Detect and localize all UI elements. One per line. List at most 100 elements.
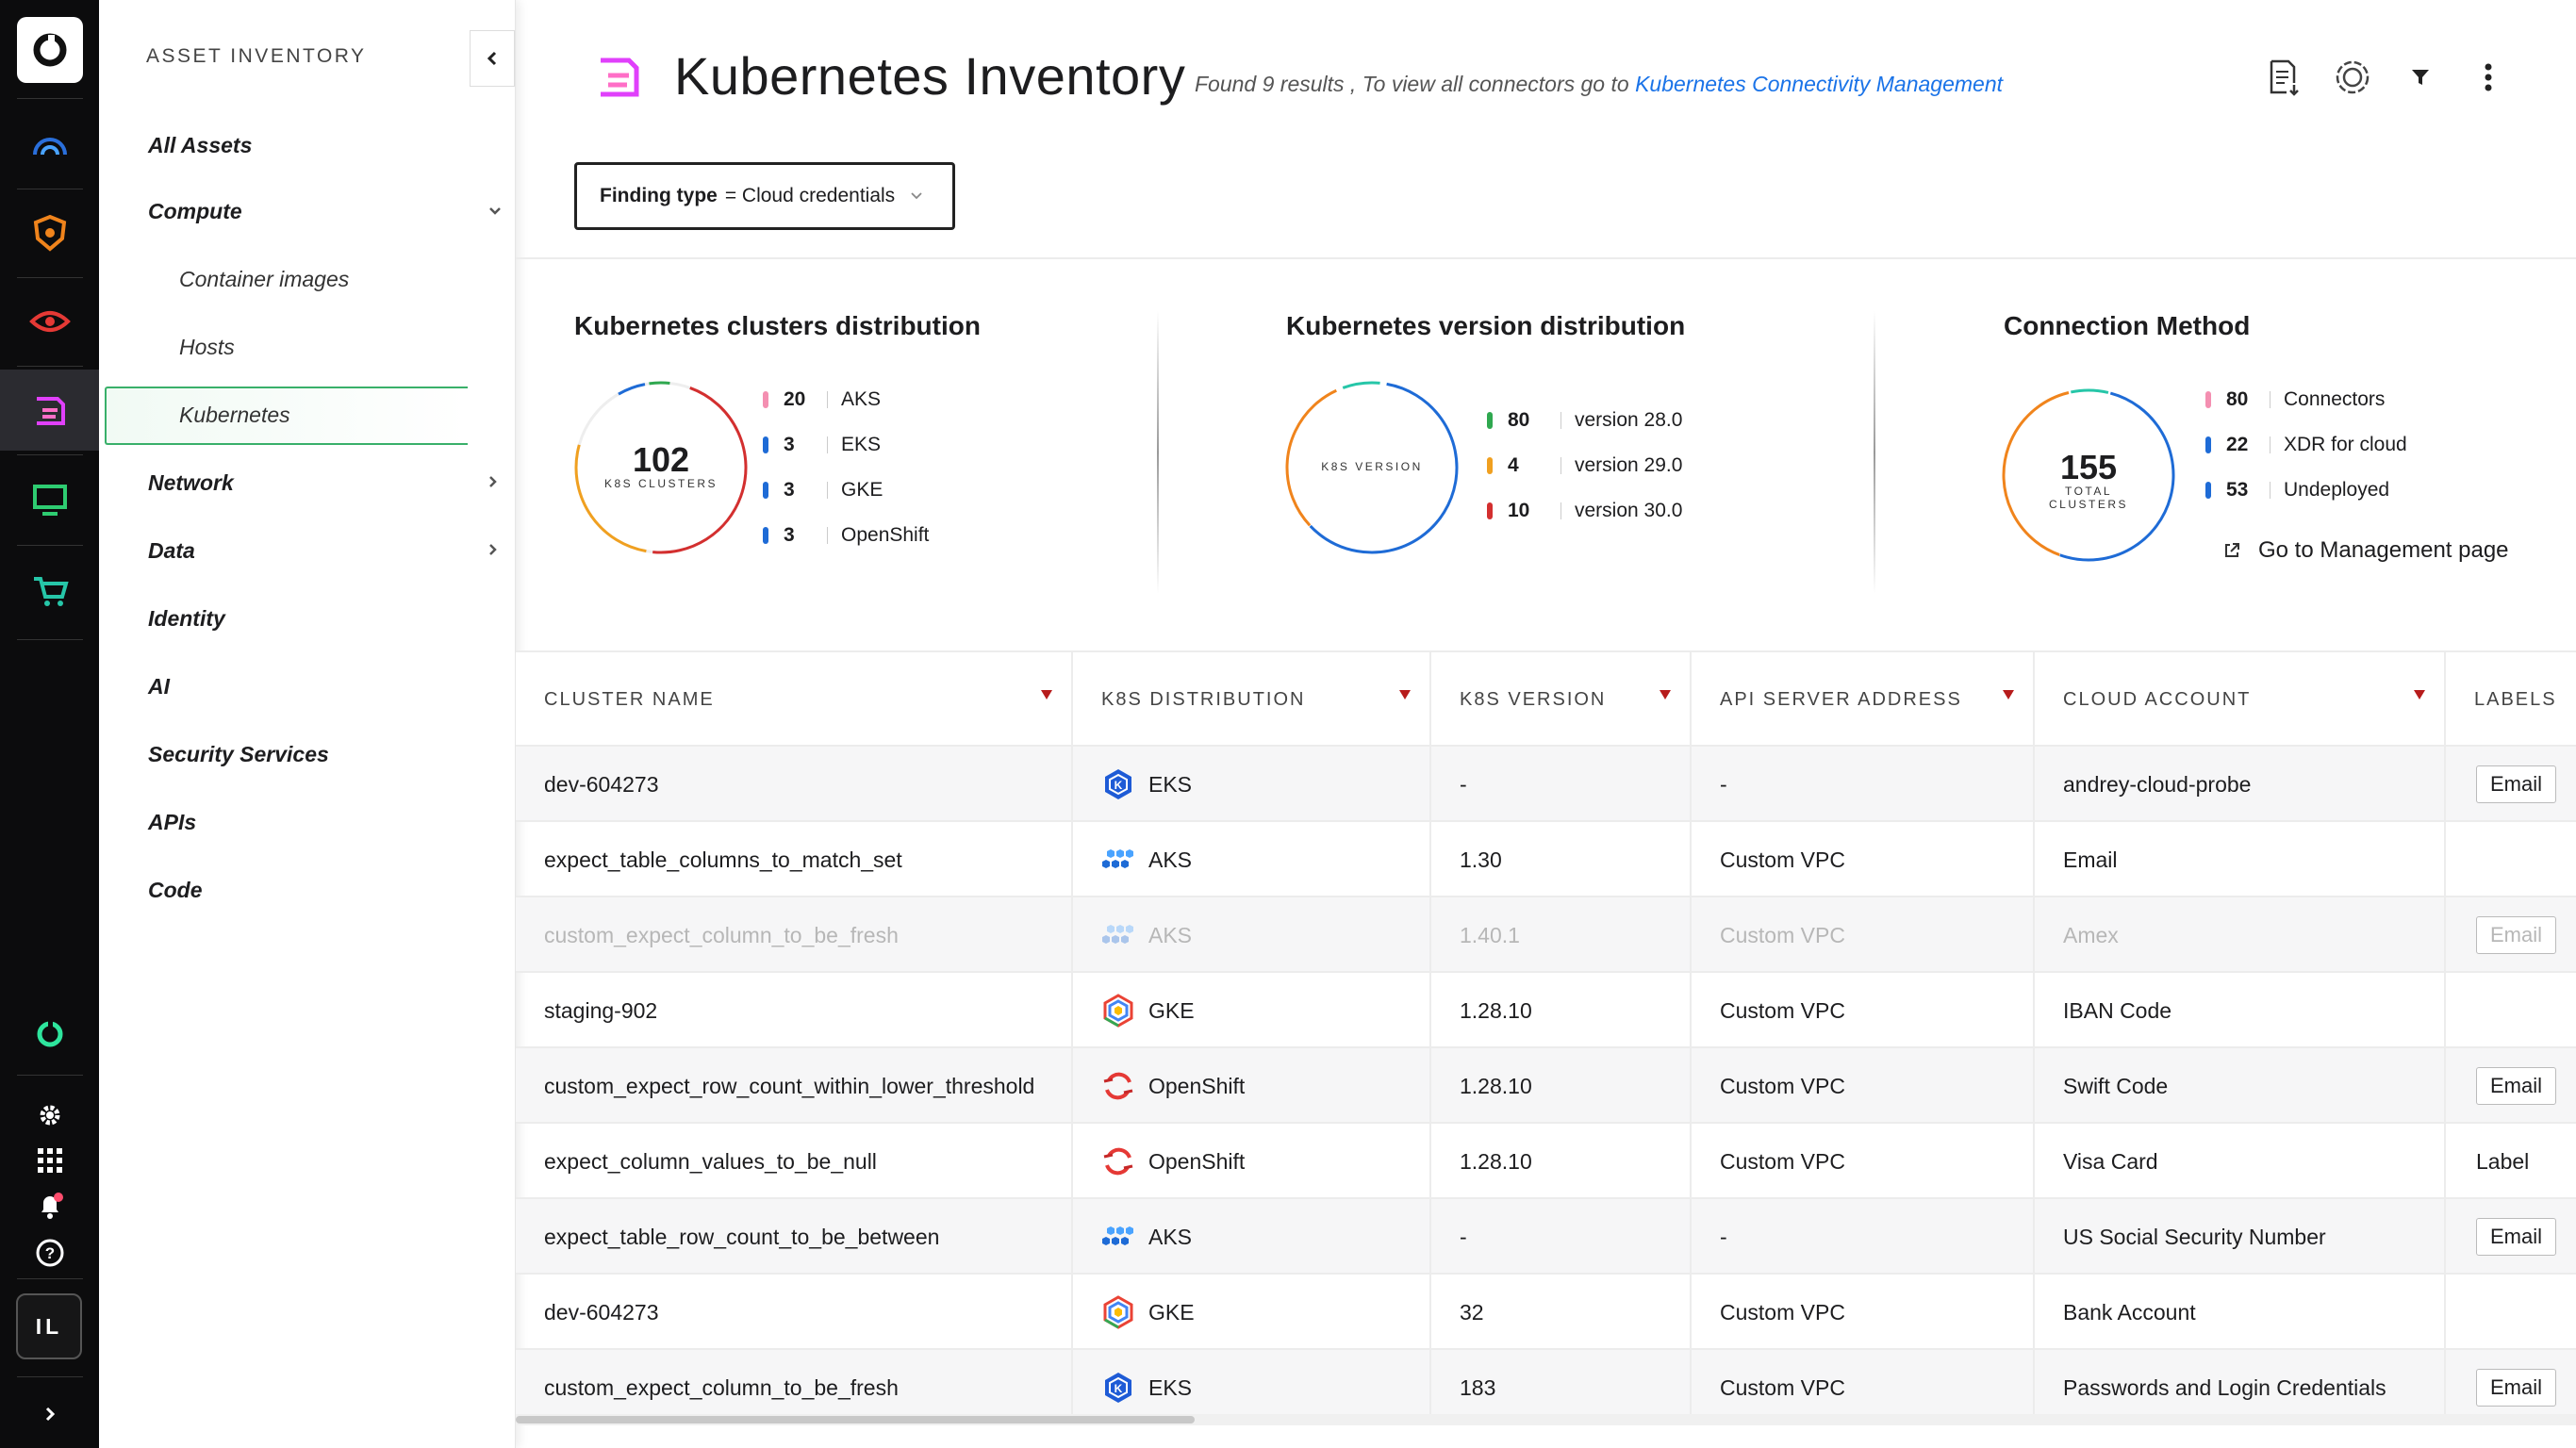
nav-item-data[interactable]: Data bbox=[148, 538, 195, 563]
table-row[interactable]: custom_expect_column_to_be_fresh K EKS 183 C… bbox=[516, 1350, 2576, 1425]
filter-field: Finding type bbox=[600, 185, 718, 206]
cloud-account: Bank Account bbox=[2063, 1299, 2196, 1325]
table-row[interactable]: custom_expect_column_to_be_fresh AKS 1.40.… bbox=[516, 897, 2576, 973]
chevron-right-icon[interactable] bbox=[487, 474, 499, 489]
cell-labels: Email bbox=[2446, 1199, 2576, 1275]
column-header-cloud-account[interactable]: CLOUD ACCOUNT bbox=[2035, 652, 2446, 747]
horizontal-scrollbar[interactable] bbox=[516, 1414, 2576, 1425]
legend-label: AKS bbox=[841, 388, 882, 410]
collapse-panel-button[interactable] bbox=[470, 30, 515, 87]
go-to-management-link[interactable]: Go to Management page bbox=[2222, 537, 2509, 564]
scrollbar-thumb[interactable] bbox=[516, 1416, 1195, 1423]
cell-api-server-address: Custom VPC bbox=[1692, 822, 2035, 897]
nav-item-all-assets[interactable]: All Assets bbox=[148, 133, 253, 157]
sort-icon[interactable] bbox=[1399, 690, 1411, 699]
k8s-version: 1.28.10 bbox=[1460, 1148, 1532, 1174]
distribution-name: AKS bbox=[1148, 922, 1193, 947]
dashboard-icon[interactable] bbox=[0, 111, 99, 177]
cart-icon[interactable] bbox=[0, 558, 99, 624]
nav-item-apis[interactable]: APIs bbox=[148, 810, 197, 834]
nav-item-hosts[interactable]: Hosts bbox=[179, 335, 235, 359]
more-options-button[interactable] bbox=[2468, 57, 2509, 98]
sort-icon[interactable] bbox=[1041, 690, 1052, 699]
cluster-name[interactable]: dev-604273 bbox=[544, 1299, 659, 1325]
distribution-name: EKS bbox=[1148, 771, 1193, 797]
header-divider bbox=[516, 257, 2576, 259]
nav-item-identity[interactable]: Identity bbox=[148, 606, 225, 631]
cluster-name[interactable]: expect_table_columns_to_match_set bbox=[544, 847, 902, 872]
table-row[interactable]: dev-604273 GKE 32 Custom VPC Bank Account bbox=[516, 1275, 2576, 1350]
cell-k8s-distribution: GKE bbox=[1073, 973, 1431, 1048]
monitor-icon[interactable] bbox=[0, 468, 99, 534]
sort-icon[interactable] bbox=[1660, 690, 1671, 699]
export-button[interactable] bbox=[2264, 57, 2305, 98]
cluster-name[interactable]: expect_table_row_count_to_be_between bbox=[544, 1224, 940, 1249]
cell-cluster-name: custom_expect_row_count_within_lower_thr… bbox=[516, 1048, 1073, 1124]
filter-button[interactable] bbox=[2400, 57, 2441, 98]
cluster-name[interactable]: custom_expect_column_to_be_fresh bbox=[544, 922, 899, 947]
nav-item-compute[interactable]: Compute bbox=[148, 199, 242, 223]
cloud-account: Visa Card bbox=[2063, 1148, 2158, 1174]
cluster-name[interactable]: staging-902 bbox=[544, 997, 658, 1023]
cluster-name[interactable]: custom_expect_column_to_be_fresh bbox=[544, 1374, 899, 1400]
cluster-name[interactable]: custom_expect_row_count_within_lower_thr… bbox=[544, 1073, 1035, 1098]
status-icon[interactable] bbox=[0, 1001, 99, 1067]
cluster-name[interactable]: dev-604273 bbox=[544, 771, 659, 797]
label-chip[interactable]: Email bbox=[2476, 916, 2557, 954]
nav-item-container-images[interactable]: Container images bbox=[179, 267, 350, 291]
legend-value: 53 bbox=[2226, 479, 2249, 501]
label-chip[interactable]: Email bbox=[2476, 765, 2557, 803]
column-header-k8s-version[interactable]: K8S VERSION bbox=[1431, 652, 1692, 747]
apps-grid-icon[interactable] bbox=[0, 1127, 99, 1193]
connectivity-management-link[interactable]: Kubernetes Connectivity Management bbox=[1635, 72, 2004, 96]
nav-item-network[interactable]: Network bbox=[148, 470, 234, 495]
label-chip[interactable]: Email bbox=[2476, 1218, 2557, 1256]
nav-item-ai[interactable]: AI bbox=[148, 674, 170, 699]
user-avatar[interactable]: IL bbox=[16, 1293, 82, 1359]
table-row[interactable]: custom_expect_row_count_within_lower_thr… bbox=[516, 1048, 2576, 1124]
label-text: Label bbox=[2476, 1148, 2530, 1174]
chevron-down-icon[interactable] bbox=[487, 206, 503, 217]
cell-labels bbox=[2446, 1275, 2576, 1350]
table-row[interactable]: staging-902 GKE 1.28.10 Custom VPC IBAN Code bbox=[516, 973, 2576, 1048]
finding-type-filter[interactable]: Finding type = Cloud credentials bbox=[574, 162, 955, 230]
cell-k8s-distribution: OpenShift bbox=[1073, 1048, 1431, 1124]
distribution-name: AKS bbox=[1148, 847, 1193, 872]
cell-api-server-address: Custom VPC bbox=[1692, 1048, 2035, 1124]
table-row[interactable]: dev-604273 K EKS - - andrey-cloud-probe Email bbox=[516, 747, 2576, 822]
shield-icon[interactable] bbox=[0, 200, 99, 266]
cluster-name[interactable]: expect_column_values_to_be_null bbox=[544, 1148, 877, 1174]
nav-item-code[interactable]: Code bbox=[148, 878, 203, 902]
settings-icon[interactable] bbox=[0, 1082, 99, 1148]
eye-icon[interactable] bbox=[0, 288, 99, 354]
label-chip[interactable]: Email bbox=[2476, 1369, 2557, 1407]
connection-center-label-1: TOTAL bbox=[2064, 485, 2113, 498]
table-row[interactable]: expect_table_row_count_to_be_between AKS -… bbox=[516, 1199, 2576, 1275]
column-header-cluster-name[interactable]: CLUSTER NAME bbox=[516, 652, 1073, 747]
sort-icon[interactable] bbox=[2414, 690, 2425, 699]
sort-icon[interactable] bbox=[2003, 690, 2014, 699]
column-header-k8s-distribution[interactable]: K8S DISTRIBUTION bbox=[1073, 652, 1431, 747]
logo-icon[interactable] bbox=[0, 17, 99, 83]
column-label: API SERVER ADDRESS bbox=[1720, 688, 1962, 710]
expand-rail-icon[interactable] bbox=[0, 1381, 99, 1447]
column-header-api-server[interactable]: API SERVER ADDRESS bbox=[1692, 652, 2035, 747]
table-row[interactable]: expect_table_columns_to_match_set AKS 1.30… bbox=[516, 822, 2576, 897]
help-icon[interactable]: ? bbox=[0, 1220, 99, 1286]
bell-icon[interactable] bbox=[0, 1173, 99, 1239]
widget-title: Kubernetes version distribution bbox=[1286, 311, 1686, 340]
column-header-labels[interactable]: LABELS bbox=[2446, 652, 2576, 747]
refresh-button[interactable] bbox=[2332, 57, 2373, 98]
inventory-icon[interactable] bbox=[0, 377, 99, 443]
distribution-name: OpenShift bbox=[1148, 1073, 1246, 1098]
connection-total: 155 bbox=[2059, 448, 2118, 486]
cell-k8s-distribution: OpenShift bbox=[1073, 1124, 1431, 1199]
label-chip[interactable]: Email bbox=[2476, 1067, 2557, 1105]
cell-cloud-account: Bank Account bbox=[2035, 1275, 2446, 1350]
distribution-name: GKE bbox=[1148, 1299, 1195, 1325]
nav-item-kubernetes[interactable]: Kubernetes bbox=[179, 403, 290, 427]
nav-item-security-services[interactable]: Security Services bbox=[148, 742, 329, 766]
table-row[interactable]: expect_column_values_to_be_null OpenShift… bbox=[516, 1124, 2576, 1199]
chevron-right-icon[interactable] bbox=[487, 542, 499, 557]
results-subtitle: Found 9 results , To view all connectors… bbox=[1195, 72, 2003, 97]
